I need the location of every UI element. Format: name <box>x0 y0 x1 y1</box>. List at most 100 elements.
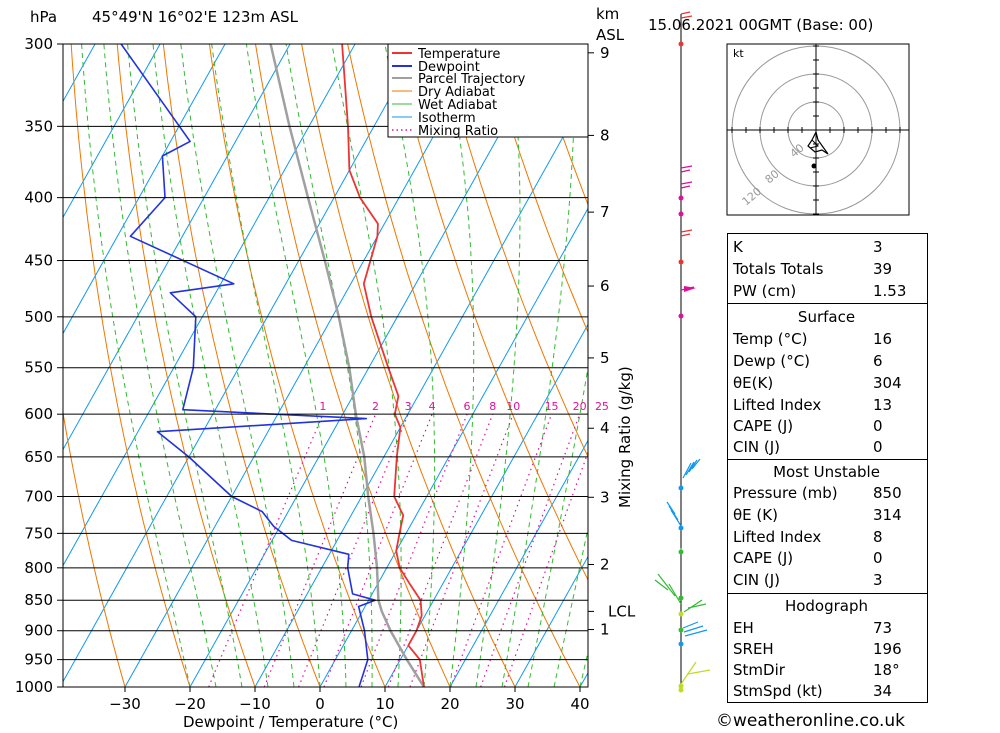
wet-adiabat-line <box>180 44 295 687</box>
mu-cape: CAPE (J) 0 <box>733 549 883 567</box>
isotherm-line <box>63 44 356 567</box>
pressure-tick-label: 600 <box>24 405 53 423</box>
mixing-ratio-label: 20 <box>573 400 587 413</box>
wet-adiabat-line <box>81 44 191 687</box>
temperature-tick-label: −20 <box>174 695 206 713</box>
isotherm-line <box>384 323 588 687</box>
hodo-eh: EH 73 <box>733 619 893 637</box>
mixing-ratio-label: 10 <box>506 400 520 413</box>
mu-cin: CIN (J) 3 <box>733 571 883 589</box>
pressure-tick-label: 1000 <box>15 678 53 696</box>
pressure-tick-label: 400 <box>24 189 53 207</box>
wet-adiabat-line <box>285 44 373 687</box>
mixing-ratio-axis-label: Mixing Ratio (g/kg) <box>616 366 634 508</box>
surface-theta-e: θE(K) 304 <box>733 374 902 392</box>
hodo-stmdir: StmDir 18° <box>733 661 900 679</box>
wet-adiabat-line <box>553 526 588 687</box>
mixing-ratio-label: 2 <box>372 400 379 413</box>
pressure-tick-label: 550 <box>24 359 53 377</box>
pressure-tick-label: 350 <box>24 117 53 135</box>
altitude-unit-label-2: ASL <box>596 26 625 44</box>
mixing-ratio-label: 6 <box>464 400 471 413</box>
dry-adiabat-line <box>116 44 256 687</box>
isotherm-line <box>514 555 588 687</box>
surface-cape: CAPE (J) 0 <box>733 417 883 435</box>
isotherm-line <box>63 44 161 219</box>
mixing-ratio-label: 1 <box>319 400 326 413</box>
altitude-tick-label: 2 <box>600 555 610 573</box>
axes: 1 2 3 4 6 8 10 15 20 2530035040045050055060065070… <box>15 35 636 713</box>
dewpoint-line <box>120 44 376 687</box>
pressure-tick-label: 850 <box>24 591 53 609</box>
mixing-ratio-line <box>208 413 324 687</box>
index-totals: Totals Totals 39 <box>733 260 893 278</box>
pressure-tick-label: 500 <box>24 308 53 326</box>
isotherm-line <box>63 44 226 335</box>
hodograph: kt 40 80 120 <box>726 43 910 216</box>
legend-dry-adiabat: Dry Adiabat <box>418 85 495 100</box>
wind-level-dot <box>678 627 684 633</box>
legend-mixing-ratio: Mixing Ratio <box>418 124 498 139</box>
wet-adiabat-line <box>331 44 402 687</box>
pressure-unit-label: hPa <box>30 8 57 26</box>
pressure-tick-label: 800 <box>24 559 53 577</box>
pressure-tick-label: 450 <box>24 252 53 270</box>
legend-isotherm: Isotherm <box>418 111 476 126</box>
dry-adiabat-line <box>947 44 1000 687</box>
wind-level-dot <box>678 549 684 555</box>
altitude-tick-label: 5 <box>600 349 610 367</box>
wet-adiabat-line <box>444 44 475 687</box>
mixing-ratio-label: 15 <box>545 400 559 413</box>
legend-parcel: Parcel Trajectory <box>418 72 526 87</box>
wind-level-dot <box>678 683 684 689</box>
pressure-tick-label: 950 <box>24 651 53 669</box>
mixing-ratio-label: 4 <box>429 400 436 413</box>
temperature-tick-label: −30 <box>109 695 141 713</box>
mixing-ratio-label: 3 <box>405 400 412 413</box>
temperature-tick-label: 20 <box>440 695 459 713</box>
dry-adiabat-line <box>993 44 1000 687</box>
wet-adiabat-line <box>245 44 347 687</box>
wind-level-dot <box>678 211 684 217</box>
x-axis-label: Dewpoint / Temperature (°C) <box>183 713 398 731</box>
footer-credit[interactable]: ©weatheronline.co.uk <box>716 711 906 731</box>
altitude-tick-label: 4 <box>600 419 610 437</box>
temperature-tick-label: 30 <box>505 695 524 713</box>
surface-title: Surface <box>797 308 856 326</box>
altitude-tick-label: 3 <box>600 488 610 506</box>
legend-dewpoint: Dewpoint <box>418 60 480 75</box>
datetime-title: 15.06.2021 00GMT (Base: 00) <box>648 16 873 34</box>
mu-theta-e: θE (K) 314 <box>733 506 902 524</box>
altitude-unit-label: km <box>596 5 619 23</box>
altitude-tick-label: 6 <box>600 277 610 295</box>
legend-temperature: Temperature <box>417 47 500 62</box>
mu-pressure: Pressure (mb) 850 <box>733 484 902 502</box>
parcel-trajectory-line <box>269 44 426 687</box>
pressure-tick-label: 300 <box>24 35 53 53</box>
hodograph-title: Hodograph <box>784 597 869 615</box>
mixing-ratio-line <box>323 413 433 687</box>
wind-profile <box>654 11 711 693</box>
altitude-tick-label: 7 <box>600 203 610 221</box>
altitude-tick-label: LCL <box>608 602 636 620</box>
pressure-tick-label: 700 <box>24 488 53 506</box>
location-title: 45°49'N 16°02'E 123m ASL <box>92 8 299 26</box>
isotherm-line <box>449 439 588 687</box>
wind-level-dot <box>678 485 684 491</box>
hodo-sreh: SREH 196 <box>733 640 902 658</box>
indices-panel: K 3 Totals Totals 39 PW (cm) 1.53 Surfac… <box>727 233 928 703</box>
index-k: K 3 <box>733 238 883 256</box>
wind-level-dot <box>678 525 684 531</box>
temperature-tick-label: 10 <box>375 695 394 713</box>
wet-adiabat-line <box>475 44 521 687</box>
hodograph-unit: kt <box>733 47 744 60</box>
surface-temp: Temp (°C) 16 <box>733 330 893 348</box>
legend: Temperature Dewpoint Parcel Trajectory D… <box>387 43 589 139</box>
wet-adiabat-line <box>152 44 269 687</box>
legend-wet-adiabat: Wet Adiabat <box>418 98 497 113</box>
altitude-tick-label: 8 <box>600 126 610 144</box>
hodo-stmspd: StmSpd (kt) 34 <box>733 682 893 700</box>
temperature-line <box>341 44 425 687</box>
plot-frame <box>62 43 589 688</box>
